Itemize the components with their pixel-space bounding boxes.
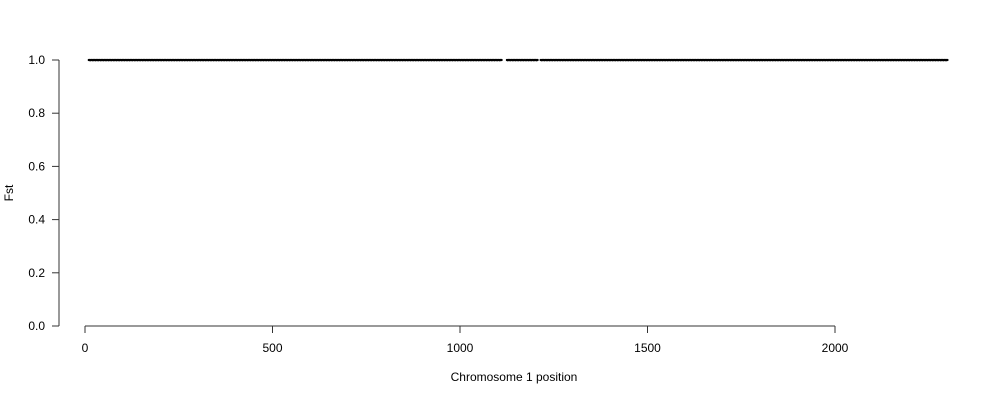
x-axis: 0 500 1000 1500 2000: [82, 325, 849, 355]
data-point: [500, 58, 503, 62]
data-points: [87, 58, 949, 62]
data-point: [946, 58, 949, 62]
x-tick-label: 0: [82, 341, 89, 355]
x-tick-label: 500: [262, 341, 282, 355]
y-axis: 0.0 0.2 0.4 0.6 0.8 1.0: [28, 53, 60, 333]
y-tick-label: 0.6: [28, 159, 45, 173]
y-tick-label: 0.0: [28, 319, 45, 333]
x-tick-label: 2000: [822, 341, 849, 355]
y-tick-label: 1.0: [28, 53, 45, 67]
y-tick-label: 0.8: [28, 106, 45, 120]
x-tick-label: 1000: [447, 341, 474, 355]
y-axis-title: Fst: [2, 184, 16, 201]
x-axis-title: Chromosome 1 position: [451, 370, 578, 384]
y-tick-label: 0.2: [28, 266, 45, 280]
data-point: [536, 58, 539, 62]
x-tick-label: 1500: [634, 341, 661, 355]
y-tick-label: 0.4: [28, 213, 45, 227]
